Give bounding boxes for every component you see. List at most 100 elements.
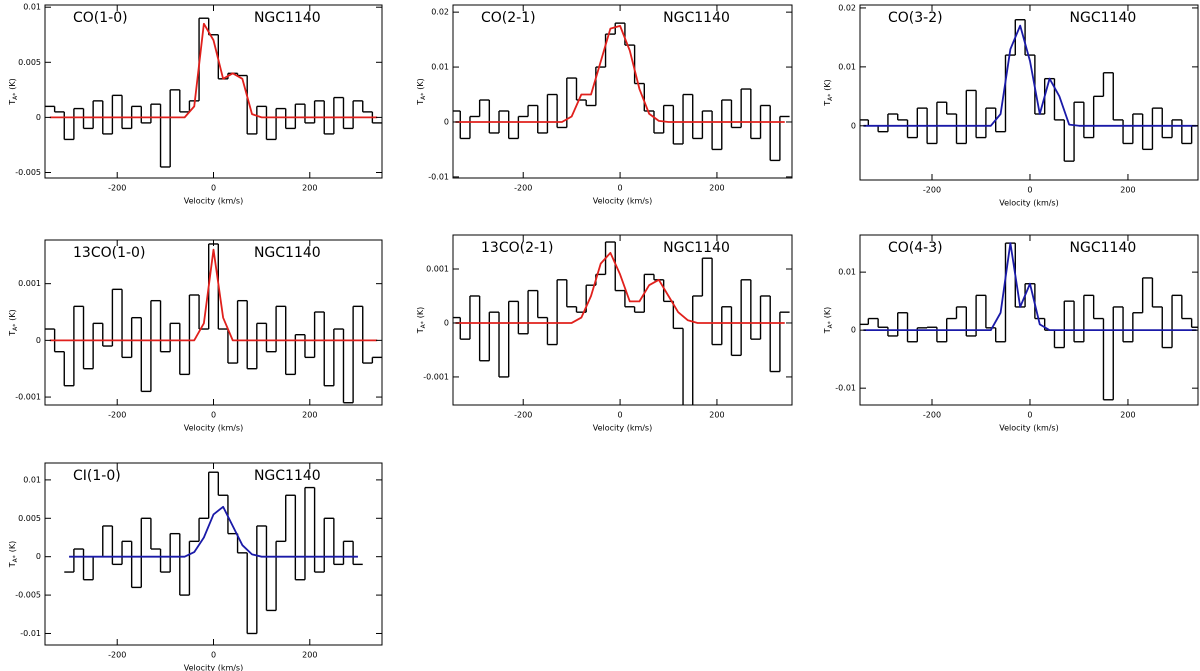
y-tick-label: -0.005 [15, 591, 41, 600]
y-axis-label: TA* (K) [8, 541, 19, 569]
y-tick-label: 0 [36, 336, 41, 345]
plot-frame [859, 234, 1199, 406]
x-tick-label: 0 [618, 184, 623, 193]
panel: -200 0 200 -0.01 0 0.01 0.02 CO(2-1) NGC1140 Velo… [416, 4, 793, 206]
y-label-sub: A* [827, 321, 834, 328]
panel-title: 13CO(1-0) [73, 245, 145, 261]
panel: -200 0 200 0 0.01 0.02 CO(3-2) NGC1140 Velocity … [823, 3, 1199, 208]
y-label-unit: (K) [823, 79, 832, 91]
plot-frame [44, 239, 383, 406]
y-axis-label: TA* (K) [823, 307, 834, 335]
y-label-unit: (K) [823, 307, 832, 319]
y-tick-label: 0.001 [426, 265, 449, 274]
y-label-unit: (K) [416, 78, 425, 90]
panel-subtitle: NGC1140 [663, 240, 730, 256]
x-tick-label: 0 [1027, 186, 1032, 195]
y-tick-label: 0 [36, 113, 41, 122]
fit-curve [863, 242, 1197, 332]
y-label-main: T [8, 331, 17, 337]
x-tick-label: 200 [709, 411, 724, 420]
panel: -200 0 200 -0.01 -0.005 0 0.005 0.01 CI(1-0) NGC1… [8, 462, 383, 671]
panel-subtitle: NGC1140 [1070, 10, 1137, 26]
y-axis-label: TA* (K) [823, 79, 834, 107]
y-tick-label: 0.005 [18, 514, 41, 523]
plot-frame [452, 234, 793, 406]
panel-title: CI(1-0) [73, 468, 121, 484]
y-axis-label: TA* (K) [416, 307, 427, 335]
x-axis-label: Velocity (km/s) [593, 424, 652, 433]
x-tick-label: 200 [302, 651, 317, 660]
panel-title: CO(1-0) [73, 10, 128, 26]
y-tick-label: 0.02 [431, 8, 449, 17]
y-tick-label: 0 [851, 121, 856, 130]
x-axis-label: Velocity (km/s) [999, 199, 1058, 208]
x-tick-label: 0 [1027, 411, 1032, 420]
x-tick-label: 200 [302, 184, 317, 193]
plot-frame [44, 462, 383, 646]
y-label-main: T [823, 101, 832, 107]
panel: -200 0 200 -0.001 0 0.001 13CO(1-0) NGC1140 Velo… [8, 239, 383, 433]
panel-title: CO(3-2) [888, 10, 943, 26]
plot-area [453, 22, 790, 162]
plot-frame [44, 4, 383, 179]
panel-subtitle: NGC1140 [254, 468, 321, 484]
x-axis-label: Velocity (km/s) [593, 197, 652, 206]
y-tick-label: 0.001 [18, 279, 41, 288]
y-tick-label: 0.01 [838, 268, 856, 277]
y-tick-label: 0.01 [431, 63, 449, 72]
y-tick-label: -0.01 [20, 629, 41, 638]
x-tick-label: 0 [618, 411, 623, 420]
panel-subtitle: NGC1140 [254, 245, 321, 261]
y-label-unit: (K) [8, 78, 17, 90]
x-tick-label: -200 [923, 411, 941, 420]
x-tick-label: -200 [514, 184, 532, 193]
plot-area [860, 242, 1198, 401]
y-label-main: T [416, 100, 425, 106]
y-tick-label: -0.005 [15, 168, 41, 177]
y-tick-label: 0 [444, 318, 449, 327]
y-tick-label: -0.001 [15, 393, 41, 402]
y-label-unit: (K) [8, 541, 17, 553]
fit-curve [49, 22, 378, 119]
x-tick-label: -200 [108, 651, 126, 660]
x-tick-label: 0 [211, 651, 216, 660]
y-label-sub: A* [12, 324, 19, 331]
panel-subtitle: NGC1140 [663, 10, 730, 26]
y-label-sub: A* [827, 94, 834, 101]
panel-subtitle: NGC1140 [254, 10, 321, 26]
y-tick-label: 0.01 [23, 475, 41, 484]
y-axis-label: TA* (K) [8, 78, 19, 106]
x-axis-label: Velocity (km/s) [184, 664, 243, 671]
plot-frame [452, 4, 793, 179]
x-tick-label: 0 [211, 184, 216, 193]
plot-area [860, 19, 1198, 162]
fit-curve [455, 251, 785, 324]
y-label-sub: A* [12, 93, 19, 100]
panel-subtitle: NGC1140 [1070, 240, 1137, 256]
y-label-unit: (K) [416, 307, 425, 319]
plot-area [64, 471, 363, 635]
y-axis-label: TA* (K) [416, 78, 427, 106]
panel: -200 0 200 -0.001 0 0.001 13CO(2-1) NGC1140 Velo… [416, 234, 793, 433]
y-tick-label: 0.02 [838, 3, 856, 12]
y-tick-label: -0.01 [428, 172, 449, 181]
y-label-sub: A* [12, 555, 19, 562]
y-tick-label: 0.01 [838, 62, 856, 71]
panel: -200 0 200 -0.005 0 0.005 0.01 CO(1-0) NGC1140 Ve… [8, 3, 383, 206]
y-tick-label: 0.01 [23, 3, 41, 12]
y-label-main: T [416, 328, 425, 334]
x-tick-label: -200 [923, 186, 941, 195]
x-axis-label: Velocity (km/s) [184, 197, 243, 206]
x-tick-label: 200 [302, 411, 317, 420]
panel-title: 13CO(2-1) [481, 240, 553, 256]
y-label-main: T [8, 100, 17, 106]
y-label-unit: (K) [8, 309, 17, 321]
x-tick-label: 200 [1120, 411, 1135, 420]
y-label-sub: A* [420, 93, 427, 100]
y-tick-label: 0 [36, 552, 41, 561]
x-tick-label: -200 [514, 411, 532, 420]
plot-area [453, 241, 790, 405]
panel-title: CO(2-1) [481, 10, 536, 26]
x-axis-label: Velocity (km/s) [999, 424, 1058, 433]
